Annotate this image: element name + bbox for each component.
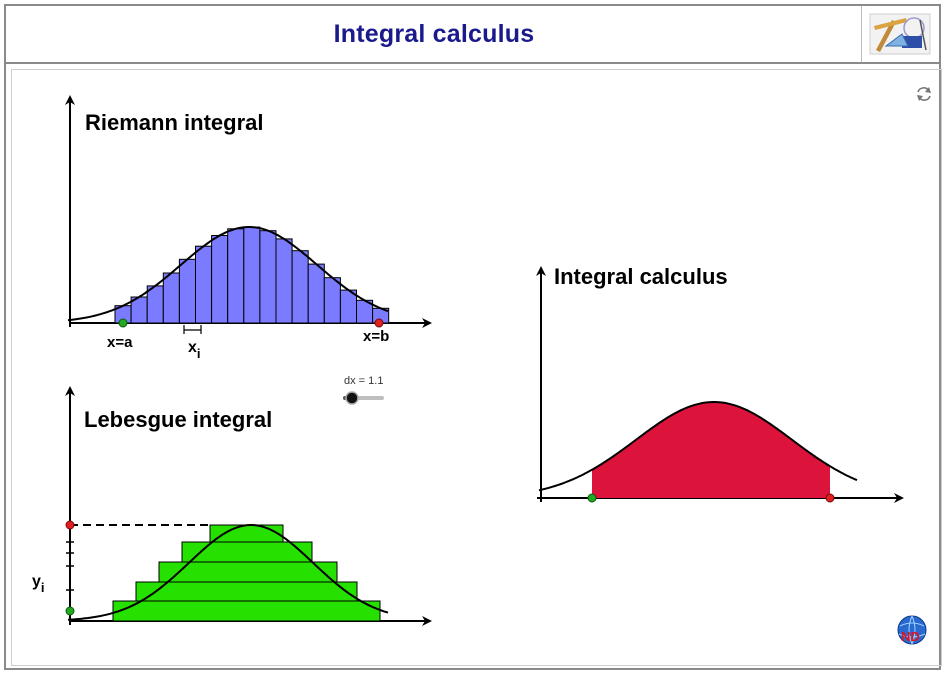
lebesgue-point-max[interactable] — [65, 520, 75, 530]
riemann-curve — [67, 226, 389, 322]
riemann-bar — [243, 226, 261, 324]
lebesgue-band — [112, 600, 381, 622]
lebesgue-bars — [112, 524, 381, 622]
refresh-icon[interactable] — [917, 87, 931, 101]
riemann-bar — [307, 263, 325, 324]
geometry-canvas[interactable]: Riemann integral x=a x=b xi dx = 1.1 — [11, 69, 942, 666]
xi-marker — [183, 325, 202, 334]
slider-label: dx = 1.1 — [344, 375, 383, 387]
riemann-bar — [162, 272, 180, 324]
app-frame: Integral calculus — [4, 4, 942, 670]
lebesgue-panel: Lebesgue integral yi — [32, 386, 432, 626]
label-yi: yi — [32, 573, 45, 595]
lebesgue-point-min[interactable] — [65, 606, 75, 616]
riemann-bar — [178, 258, 196, 324]
page-title: Integral calculus — [333, 20, 535, 48]
y-ticks — [66, 541, 74, 591]
integral-title: Integral calculus — [554, 264, 728, 289]
riemann-bar — [291, 250, 309, 324]
integral-point-b[interactable] — [825, 493, 835, 503]
riemann-bar — [227, 228, 245, 324]
lebesgue-band — [209, 524, 284, 543]
riemann-title: Riemann integral — [85, 110, 263, 135]
diagram-svg: Riemann integral x=a x=b xi dx = 1.1 — [32, 87, 931, 645]
label-xi: xi — [188, 339, 201, 361]
riemann-bar — [275, 238, 293, 324]
riemann-bar — [259, 230, 277, 324]
integral-point-a[interactable] — [587, 493, 597, 503]
integral-area — [592, 402, 830, 498]
header: Integral calculus — [6, 6, 939, 64]
riemann-panel: Riemann integral x=a x=b xi — [65, 95, 432, 361]
dx-slider[interactable]: dx = 1.1 — [343, 375, 384, 405]
header-logo — [861, 6, 939, 62]
riemann-bar — [323, 277, 341, 324]
point-a[interactable] — [118, 318, 128, 328]
label-x-b: x=b — [363, 328, 389, 345]
label-x-a: x=a — [107, 334, 133, 351]
integral-curve — [538, 401, 858, 492]
globe-logo-icon[interactable]: ND — [897, 615, 927, 645]
bottom-bar — [10, 668, 947, 676]
lebesgue-curve — [67, 524, 389, 621]
riemann-bar — [211, 235, 229, 324]
lebesgue-band — [135, 581, 358, 602]
riemann-bars — [114, 226, 390, 324]
tools-logo-icon — [869, 13, 931, 55]
slider-handle[interactable] — [345, 391, 359, 405]
svg-text:ND: ND — [901, 629, 920, 644]
riemann-bar — [146, 285, 164, 324]
integral-panel: Integral calculus — [536, 264, 904, 503]
lebesgue-title: Lebesgue integral — [84, 407, 272, 432]
point-b[interactable] — [374, 318, 384, 328]
riemann-bar — [195, 245, 213, 324]
